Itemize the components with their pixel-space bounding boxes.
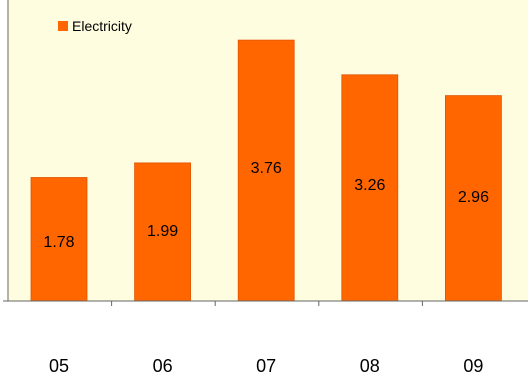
legend: Electricity (58, 18, 132, 34)
data-label-08: 3.26 (354, 177, 385, 194)
bar-06 (134, 162, 192, 302)
data-label-05: 1.78 (43, 234, 74, 251)
bar-08 (341, 74, 399, 302)
data-label-07: 3.76 (251, 160, 282, 177)
data-labels-layer: 1.78 1.99 3.76 3.26 2.96 (43, 160, 489, 251)
bars-layer (30, 39, 502, 302)
data-label-09: 2.96 (458, 189, 489, 206)
x-tick-label-07: 07 (256, 356, 276, 376)
legend-swatch (58, 21, 68, 31)
bar-05 (30, 177, 88, 302)
x-ticks-layer (111, 301, 423, 306)
bar-07 (237, 39, 295, 302)
x-tick-label-08: 08 (360, 356, 380, 376)
x-tick-label-09: 09 (463, 356, 483, 376)
legend-label-electricity: Electricity (72, 18, 132, 34)
x-tick-labels-layer: 05 06 07 08 09 (49, 356, 483, 376)
x-tick-label-05: 05 (49, 356, 69, 376)
x-tick-label-06: 06 (153, 356, 173, 376)
data-label-06: 1.99 (147, 223, 178, 240)
